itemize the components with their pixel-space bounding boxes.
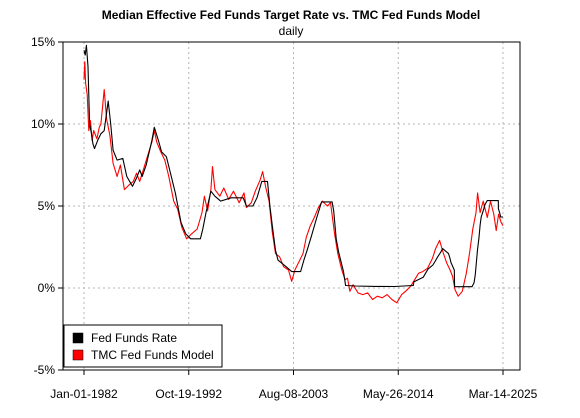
- x-tick-label: Mar-14-2025: [469, 387, 538, 401]
- x-tick-label: Oct-19-1992: [155, 387, 222, 401]
- y-tick-label: 15%: [31, 35, 55, 49]
- x-tick-label: Aug-08-2003: [259, 387, 329, 401]
- series-line-fed-funds-rate: [83, 44, 503, 288]
- x-tick-label: Jan-01-1982: [50, 387, 118, 401]
- legend-swatch: [72, 349, 84, 361]
- y-tick-label: 10%: [31, 117, 55, 131]
- grid: [63, 41, 520, 371]
- legend-swatch: [72, 332, 84, 344]
- series-line-tmc-fed-funds-model: [83, 61, 504, 304]
- y-tick-label: -5%: [34, 363, 56, 377]
- legend-box: [63, 324, 223, 368]
- legend: Fed Funds Rate TMC Fed Funds Model: [63, 324, 223, 368]
- y-tick-label: 0%: [38, 281, 56, 295]
- legend-label: Fed Funds Rate: [91, 331, 177, 345]
- x-tick-label: May-26-2014: [363, 387, 434, 401]
- plot-frame: [62, 41, 521, 371]
- chart-title: Median Effective Fed Funds Target Rate v…: [102, 8, 481, 22]
- legend-label: TMC Fed Funds Model: [91, 348, 214, 362]
- axes: -5% 0% 5% 10% 15% Jan-01-1982 Oct-19-1992 Aug-0…: [31, 35, 538, 401]
- chart-subtitle: daily: [279, 24, 304, 38]
- y-tick-label: 5%: [38, 199, 56, 213]
- series-lines: [83, 44, 504, 304]
